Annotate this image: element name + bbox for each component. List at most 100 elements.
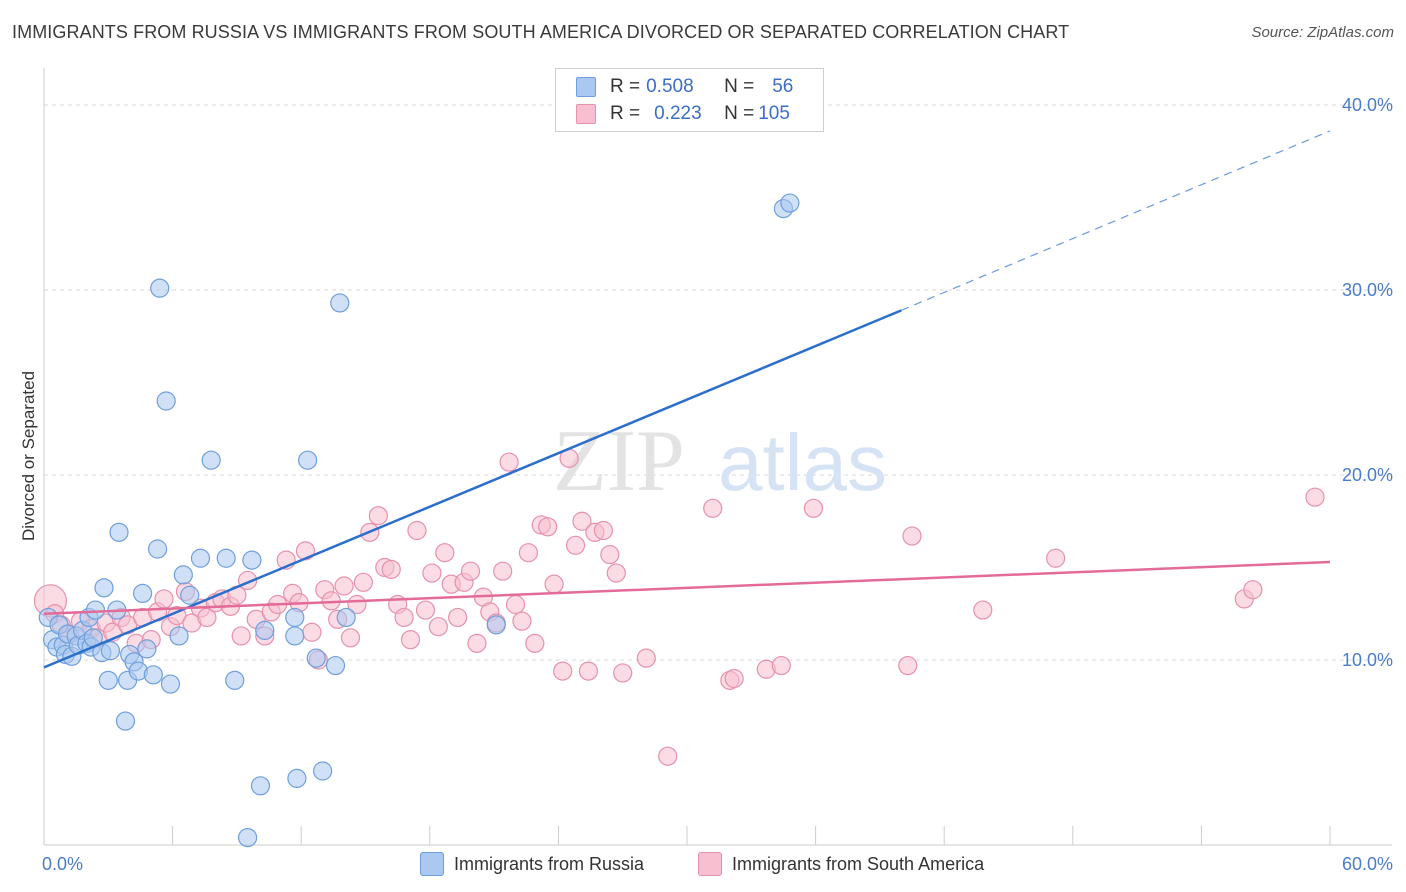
russia-point [132, 583, 153, 604]
russia-point [100, 641, 121, 661]
russia-n-value: 56 [772, 76, 794, 97]
south-america-r-value: 0.223 [654, 103, 702, 124]
russia-r-label: R = [610, 76, 641, 97]
south-america-point [636, 648, 656, 668]
axes [43, 68, 1392, 846]
russia-point [330, 293, 350, 313]
south-america-n-label: N = [724, 103, 755, 124]
russia-point [190, 548, 211, 568]
south-america-point [231, 626, 251, 646]
south-america-point [394, 607, 414, 628]
south-america-point [898, 655, 918, 676]
russia-swatch [576, 77, 596, 97]
bottom-south-america-label: Immigrants from South America [732, 853, 985, 874]
russia-point [336, 607, 356, 628]
south-america-point [407, 520, 427, 541]
x-axis-ticks [172, 826, 1331, 845]
bottom-russia-swatch [420, 852, 444, 876]
watermark-atlas: atlas [718, 418, 887, 507]
russia-point [250, 776, 271, 796]
russia-point [115, 711, 136, 731]
south-america-point [467, 633, 487, 653]
south-america-point [518, 543, 538, 563]
south-america-point [460, 561, 481, 581]
russia-point [216, 548, 236, 568]
south-america-point [1046, 548, 1066, 568]
y-tick-label: 20.0% [1342, 465, 1393, 485]
bottom-russia-label: Immigrants from Russia [454, 853, 645, 874]
south-america-point [197, 607, 217, 628]
russia-points [38, 193, 800, 848]
russia-point [180, 585, 200, 605]
grid-lines [44, 104, 1392, 661]
south-america-r-label: R = [610, 103, 641, 124]
bottom-legend-south-america: Immigrants from South America [698, 852, 984, 876]
russia-point [285, 607, 305, 628]
south-america-point [593, 520, 614, 541]
russia-point [160, 674, 181, 694]
y-tick-label: 40.0% [1342, 95, 1393, 115]
y-tick-label: 30.0% [1342, 280, 1393, 300]
south-america-point [154, 589, 174, 609]
source-label: Source: ZipAtlas.com [1251, 24, 1394, 41]
trend-lines [43, 130, 1331, 669]
legend-row-russia: R = 0.508 N = 56 [576, 74, 793, 100]
south-america-point [428, 617, 448, 637]
y-axis-label: Divorced or Separated [19, 371, 38, 541]
south-america-point [553, 661, 573, 681]
south-america-points [33, 448, 1325, 766]
russia-point [201, 450, 221, 470]
south-america-point [606, 563, 626, 583]
russia-point [109, 522, 129, 542]
russia-trend-extension [901, 130, 1331, 311]
south-america-point [703, 498, 723, 518]
south-america-point [565, 535, 586, 555]
south-america-point [538, 517, 558, 537]
bottom-legend-russia: Immigrants from Russia [420, 852, 644, 876]
russia-point [173, 565, 193, 585]
russia-point [85, 600, 106, 620]
russia-point [313, 761, 333, 781]
russia-point [298, 450, 318, 470]
russia-point [486, 615, 506, 635]
south-america-point [505, 594, 526, 615]
south-america-n-value: 105 [758, 103, 790, 124]
russia-point [238, 827, 258, 848]
south-america-point [493, 561, 513, 581]
russia-point [225, 670, 245, 690]
russia-point [780, 193, 800, 213]
russia-point [150, 278, 170, 298]
south-america-point [368, 506, 388, 526]
x-tick-label-min: 0.0% [42, 854, 83, 874]
south-america-point [448, 607, 468, 628]
south-america-swatch [576, 104, 596, 124]
south-america-point [1243, 580, 1263, 600]
russia-r-value: 0.508 [646, 76, 694, 97]
south-america-point [512, 611, 532, 631]
russia-point [156, 391, 176, 411]
south-america-point [499, 452, 519, 472]
legend-row-south-america: R = 0.223 N = 105 [576, 101, 790, 127]
south-america-point [525, 633, 545, 653]
south-america-point [724, 668, 744, 689]
south-america-point [572, 511, 592, 531]
russia-point [285, 626, 305, 646]
south-america-point [771, 655, 791, 676]
y-tick-label: 10.0% [1342, 650, 1393, 670]
south-america-trend-line [43, 560, 1331, 615]
russia-point [287, 768, 307, 789]
south-america-point [422, 563, 442, 583]
russia-point [325, 655, 346, 676]
south-america-point [973, 600, 993, 620]
south-america-point [803, 498, 824, 518]
russia-point [143, 665, 163, 685]
south-america-point [381, 559, 401, 579]
russia-point [169, 626, 189, 646]
x-tick-label-max: 60.0% [1342, 854, 1393, 874]
stats-legend: R = 0.508 N = 56 R = 0.223 N = 105 [555, 68, 824, 132]
russia-point [147, 539, 168, 559]
south-america-point [1305, 487, 1325, 507]
south-america-point [544, 574, 564, 594]
watermark: ZIP atlas [553, 413, 887, 510]
